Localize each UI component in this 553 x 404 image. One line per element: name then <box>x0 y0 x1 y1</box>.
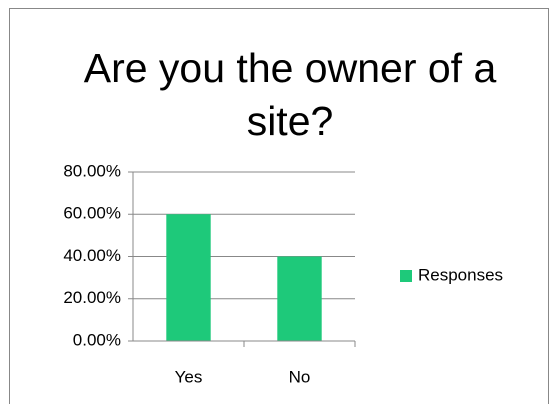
bar <box>166 214 211 341</box>
legend-swatch <box>400 270 412 282</box>
chart-border <box>9 8 549 404</box>
y-tick-label: 20.00% <box>63 288 121 307</box>
x-tick-label: Yes <box>175 367 203 386</box>
y-tick-label: 40.00% <box>63 246 121 265</box>
y-tick-label: 0.00% <box>73 330 121 349</box>
legend-label: Responses <box>418 265 503 284</box>
bar <box>277 256 322 341</box>
chart-title: Are you the owner of a site? <box>83 45 497 144</box>
x-tick-label: No <box>289 367 311 386</box>
y-tick-label: 60.00% <box>63 204 121 223</box>
y-tick-label: 80.00% <box>63 161 121 180</box>
